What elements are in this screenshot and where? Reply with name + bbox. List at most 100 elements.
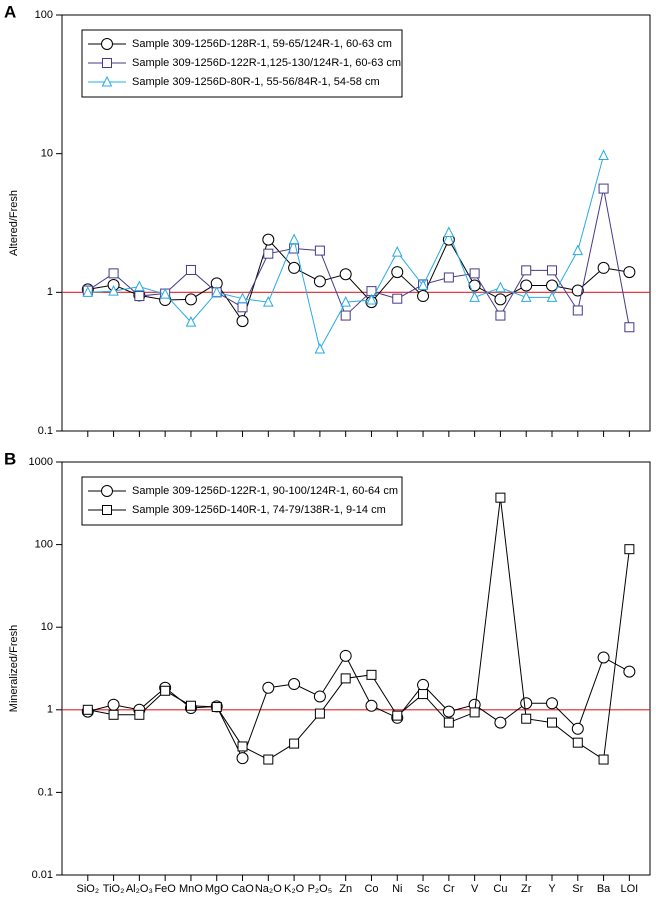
- marker: [263, 296, 274, 307]
- marker: [185, 315, 197, 327]
- x-tick-label: V: [471, 883, 479, 895]
- x-tick-label: LOI: [621, 883, 639, 895]
- marker: [443, 226, 455, 238]
- y-tick-label: 0.1: [38, 425, 53, 437]
- y-axis-label: Altered/Fresh: [8, 190, 20, 256]
- marker: [571, 722, 584, 735]
- marker: [520, 279, 533, 292]
- marker: [340, 673, 351, 684]
- panel-label: B: [4, 449, 16, 468]
- marker: [237, 302, 248, 313]
- marker: [101, 38, 113, 50]
- x-tick-label: P₂O₅: [308, 883, 333, 895]
- x-tick-label: MgO: [205, 883, 229, 895]
- marker: [468, 279, 481, 292]
- marker: [108, 709, 119, 720]
- marker: [184, 293, 197, 306]
- marker: [391, 245, 403, 257]
- x-tick-label: Ba: [597, 883, 611, 895]
- x-tick-label: FeO: [154, 883, 176, 895]
- marker: [289, 738, 300, 749]
- x-tick-label: Sc: [417, 883, 430, 895]
- marker: [160, 685, 171, 696]
- marker: [102, 58, 112, 68]
- marker: [185, 264, 196, 275]
- marker: [108, 285, 119, 296]
- marker: [572, 737, 583, 748]
- x-tick-label: K₂O: [284, 883, 305, 895]
- marker: [418, 689, 429, 700]
- marker: [236, 752, 249, 765]
- marker: [262, 233, 275, 246]
- y-tick-label: 100: [35, 539, 53, 551]
- marker: [572, 244, 584, 256]
- marker: [417, 678, 430, 691]
- marker: [571, 284, 584, 297]
- marker: [572, 305, 583, 316]
- marker: [623, 665, 636, 678]
- y-tick-label: 1000: [29, 456, 53, 468]
- marker: [624, 322, 635, 333]
- marker: [469, 291, 480, 302]
- marker: [366, 293, 377, 305]
- panel-label: A: [4, 2, 16, 21]
- marker: [134, 709, 145, 720]
- marker: [546, 697, 558, 710]
- marker: [314, 245, 325, 256]
- marker: [82, 286, 94, 297]
- x-tick-label: Na₂O: [255, 883, 282, 895]
- marker: [108, 268, 119, 279]
- marker: [521, 265, 532, 276]
- y-tick-label: 1: [47, 286, 53, 298]
- marker: [392, 293, 403, 304]
- x-tick-label: TiO₂: [103, 883, 125, 895]
- marker: [546, 279, 558, 292]
- marker: [107, 698, 120, 711]
- legend-label: Sample 309-1256D-80R-1, 55-56/84R-1, 54-…: [132, 76, 380, 88]
- marker: [547, 717, 557, 728]
- marker: [314, 342, 326, 354]
- marker: [237, 741, 248, 752]
- marker: [211, 286, 223, 297]
- marker: [391, 266, 404, 279]
- marker: [442, 705, 455, 718]
- marker: [314, 708, 325, 719]
- x-tick-label: Sr: [572, 883, 583, 895]
- marker: [237, 292, 248, 304]
- x-tick-label: CaO: [231, 883, 254, 895]
- marker: [598, 149, 609, 161]
- marker: [366, 669, 377, 680]
- x-tick-label: Y: [548, 883, 556, 895]
- x-tick-label: SiO₂: [76, 883, 99, 895]
- marker: [392, 710, 403, 721]
- y-tick-label: 0.01: [32, 869, 53, 881]
- marker: [288, 678, 301, 691]
- y-axis-label: Mineralized/Fresh: [8, 625, 20, 712]
- marker: [340, 296, 351, 307]
- marker: [494, 716, 507, 729]
- marker: [263, 754, 274, 765]
- marker: [417, 290, 430, 303]
- marker: [263, 248, 274, 259]
- y-tick-label: 10: [41, 621, 53, 633]
- series-line: [87, 188, 630, 328]
- plot-frame: [61, 14, 651, 432]
- marker: [313, 690, 326, 703]
- marker: [469, 707, 480, 718]
- marker: [288, 233, 300, 245]
- marker: [101, 75, 113, 87]
- legend-label: Sample 309-1256D-122R-1, 90-100/124R-1, …: [132, 485, 398, 497]
- marker: [82, 704, 93, 715]
- marker: [101, 485, 113, 497]
- marker: [443, 272, 454, 283]
- x-tick-label: Zn: [339, 883, 352, 895]
- marker: [598, 183, 609, 194]
- marker: [521, 713, 532, 724]
- series-line: [87, 238, 630, 323]
- marker: [443, 717, 454, 728]
- series-line: [87, 497, 630, 761]
- marker: [597, 651, 610, 664]
- marker: [546, 291, 558, 302]
- x-tick-label: Cu: [493, 883, 507, 895]
- plot-frame: [61, 461, 651, 876]
